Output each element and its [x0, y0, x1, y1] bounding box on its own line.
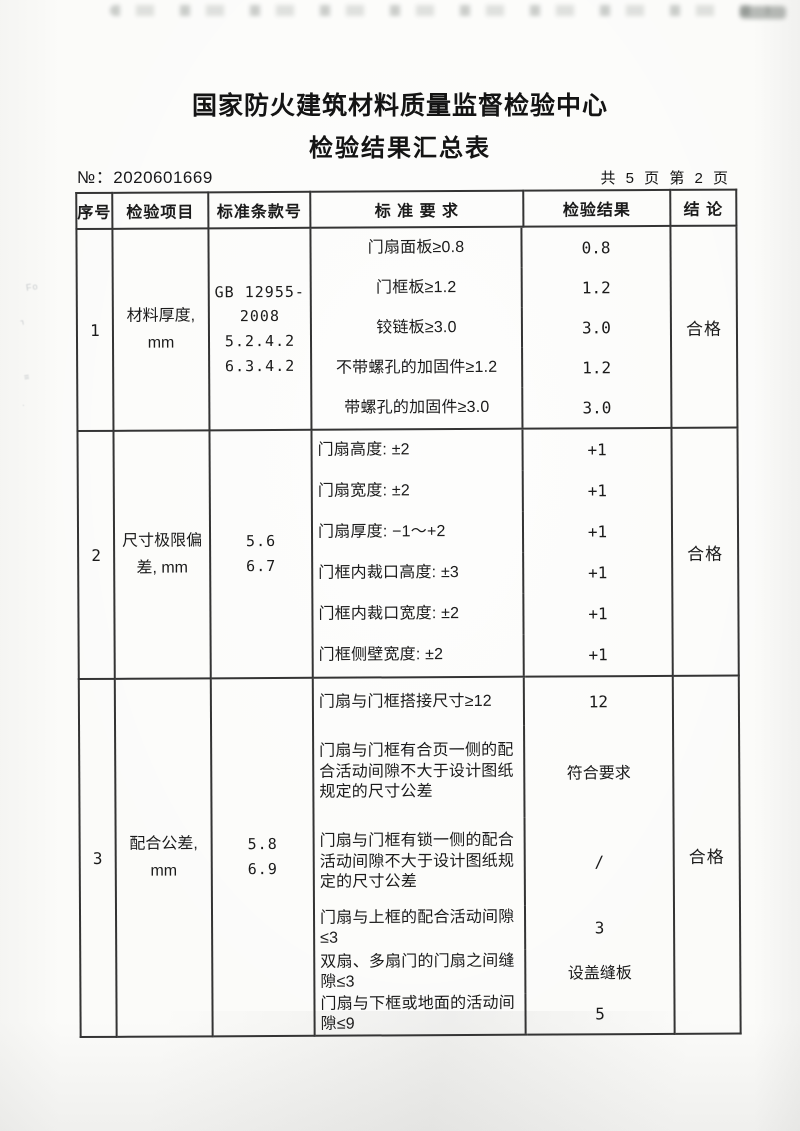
meta-row: №：2020601669 共 5 页 第 2 页 — [77, 163, 731, 188]
requirement-row: 门框板≥1.2 1.2 — [312, 266, 670, 309]
clause-line: 5.8 — [247, 835, 278, 854]
requirement-row: 门框内裁口宽度: ±2 +1 — [313, 592, 672, 636]
header-test-item: 检验项目 — [112, 192, 209, 229]
table-row: 1 材料厚度, mm GB 12955- 2008 5.2.4.2 6.3.4.… — [76, 225, 738, 432]
result-value: 0.8 — [520, 226, 670, 268]
requirement-row: 铰链板≥3.0 3.0 — [312, 306, 671, 349]
requirement-text: 门扇与下框或地面的活动间隙≤9 — [320, 994, 515, 1033]
row-serial-no: 3 — [78, 678, 117, 1038]
requirement-text: 门扇与上框的配合活动间隙≤3 — [319, 908, 515, 947]
header-requirement: 标 准 要 求 — [310, 190, 524, 228]
requirement-row: 门扇与门框有锁一侧的配合活动间隙不大于设计图纸规定的尺寸公差 / — [315, 816, 673, 907]
requirement-row: 门扇厚度: −1～+2 +1 — [313, 510, 672, 554]
result-value: +1 — [521, 469, 671, 512]
clause-numbers: 5.6 6.7 — [209, 429, 313, 679]
results-table-wrapper: 序号 检验项目 标准条款号 标 准 要 求 检验结果 结 论 1 材料厚度, m… — [75, 189, 741, 1038]
result-value: 符合要求 — [523, 724, 673, 818]
page-subtitle: 检验结果汇总表 — [309, 135, 491, 162]
requirement-text: 门扇与门框有锁一侧的配合活动间隙不大于设计图纸规定的尺寸公差 — [319, 832, 515, 891]
result-value: 设盖缝板 — [524, 948, 674, 994]
requirement-row: 门框侧壁宽度: ±2 +1 — [314, 633, 672, 677]
row-serial-no: 1 — [76, 228, 114, 432]
scan-artifact-left: · — [21, 399, 27, 411]
requirement-row: 门扇与下框或地面的活动间隙≤9 5 — [315, 992, 674, 1035]
clause-numbers: GB 12955- 2008 5.2.4.2 6.3.4.2 — [208, 227, 312, 431]
result-value: +1 — [522, 551, 672, 594]
requirement-text: 门扇高度: ±2 — [317, 441, 410, 460]
page-indicator: 共 5 页 第 2 页 — [600, 170, 731, 187]
requirement-text: 不带螺孔的加固件≥1.2 — [335, 358, 498, 377]
requirement-text: 门扇与门框有合页一侧的配合活动间隙不大于设计图纸规定的尺寸公差 — [319, 742, 514, 801]
clause-numbers: 5.8 6.9 — [210, 677, 315, 1037]
table-row: 2 尺寸极限偏差, mm 5.6 6.7 门扇高度: ±2 +1 门扇宽度: ±… — [77, 427, 739, 680]
requirement-row: 不带螺孔的加固件≥1.2 1.2 — [312, 346, 671, 389]
page-title: 国家防火建筑材料质量监督检验中心 — [191, 92, 608, 120]
clause-line: 6.3.4.2 — [224, 356, 296, 375]
scan-artifact-left: ≡ — [23, 371, 31, 383]
requirement-text: 门扇与门框搭接尺寸≥12 — [318, 692, 492, 711]
requirement-text: 门扇宽度: ±2 — [317, 482, 411, 501]
header-clause-no: 标准条款号 — [208, 191, 311, 229]
verdict: 合格 — [672, 675, 741, 1034]
requirement-row: 带螺孔的加固件≥3.0 3.0 — [312, 386, 671, 429]
requirement-text: 门扇面板≥0.8 — [367, 238, 465, 257]
clause-line: 6.7 — [246, 556, 277, 576]
requirement-row: 双扇、多扇门的门扇之间缝隙≤3 设盖缝板 — [315, 948, 674, 995]
requirement-text: 门扇厚度: −1～+2 — [317, 523, 446, 542]
result-value: 5 — [524, 992, 674, 1034]
requirement-row: 门扇面板≥0.8 0.8 — [311, 226, 670, 269]
clause-line: 6.9 — [247, 859, 278, 879]
header-verdict: 结 论 — [670, 189, 737, 226]
requirement-row: 门扇宽度: ±2 +1 — [313, 469, 671, 513]
report-number: №：2020601669 — [77, 168, 213, 187]
result-value: / — [523, 816, 673, 906]
scan-artifact-left: ⌐ — [17, 319, 29, 327]
clause-line: 5.2.4.2 — [224, 331, 296, 351]
requirement-row: 门框内裁口高度: ±3 +1 — [313, 551, 672, 595]
requirement-row: 门扇与上框的配合活动间隙≤3 3 — [315, 904, 674, 951]
result-value: 1.2 — [521, 346, 671, 388]
requirement-row: 门扇与门框有合页一侧的配合活动间隙不大于设计图纸规定的尺寸公差 符合要求 — [314, 724, 673, 819]
scan-artifact-top-right — [740, 6, 786, 19]
clause-line: 2008 — [239, 307, 280, 326]
row-serial-no: 2 — [77, 430, 115, 680]
result-value: 3 — [523, 904, 674, 950]
clause-line: GB 12955- — [214, 282, 305, 301]
table-row: 3 配合公差, mm 5.8 6.9 门扇与门框搭接尺寸≥12 12 门扇与门框… — [78, 675, 741, 1038]
result-value: 3.0 — [520, 306, 671, 348]
requirement-text: 门框板≥1.2 — [375, 278, 457, 297]
scan-artifact-left: Fo — [25, 281, 40, 293]
test-item: 材料厚度, mm — [112, 228, 210, 431]
requirement-result-cell: 门扇面板≥0.8 0.8 门框板≥1.2 1.2 铰链板≥3.0 3.0 不带螺… — [310, 225, 672, 430]
result-value: +1 — [522, 592, 672, 635]
requirement-text: 门框内裁口宽度: ±2 — [318, 605, 460, 624]
result-value: +1 — [521, 510, 672, 553]
result-value: 12 — [522, 676, 673, 726]
result-value: +1 — [522, 633, 672, 676]
test-item: 尺寸极限偏差, mm — [113, 430, 211, 679]
table-header-row: 序号 检验项目 标准条款号 标 准 要 求 检验结果 结 论 — [76, 189, 737, 230]
requirement-text: 门框内裁口高度: ±3 — [318, 564, 460, 583]
verdict: 合格 — [671, 427, 739, 676]
scan-artifact-top — [110, 5, 770, 16]
header-result: 检验结果 — [523, 189, 671, 227]
requirement-text: 铰链板≥3.0 — [376, 318, 457, 337]
requirement-text: 带螺孔的加固件≥3.0 — [344, 398, 490, 417]
results-table: 序号 检验项目 标准条款号 标 准 要 求 检验结果 结 论 1 材料厚度, m… — [75, 189, 741, 1038]
requirement-result-cell: 门扇高度: ±2 +1 门扇宽度: ±2 +1 门扇厚度: −1～+2 +1 门… — [311, 427, 673, 678]
requirement-text: 门框侧壁宽度: ±2 — [318, 646, 444, 665]
result-value: +1 — [521, 428, 671, 471]
requirement-result-cell: 门扇与门框搭接尺寸≥12 12 门扇与门框有合页一侧的配合活动间隙不大于设计图纸… — [312, 675, 675, 1036]
clause-line: 5.6 — [245, 532, 277, 551]
result-value: 3.0 — [521, 386, 671, 428]
test-item: 配合公差, mm — [114, 678, 213, 1037]
requirement-row: 门扇高度: ±2 +1 — [312, 428, 671, 472]
header-serial-no: 序号 — [76, 192, 113, 230]
requirement-text: 双扇、多扇门的门扇之间缝隙≤3 — [320, 952, 515, 991]
result-value: 1.2 — [520, 266, 670, 308]
requirement-row: 门扇与门框搭接尺寸≥12 12 — [314, 676, 673, 727]
verdict: 合格 — [670, 225, 738, 428]
